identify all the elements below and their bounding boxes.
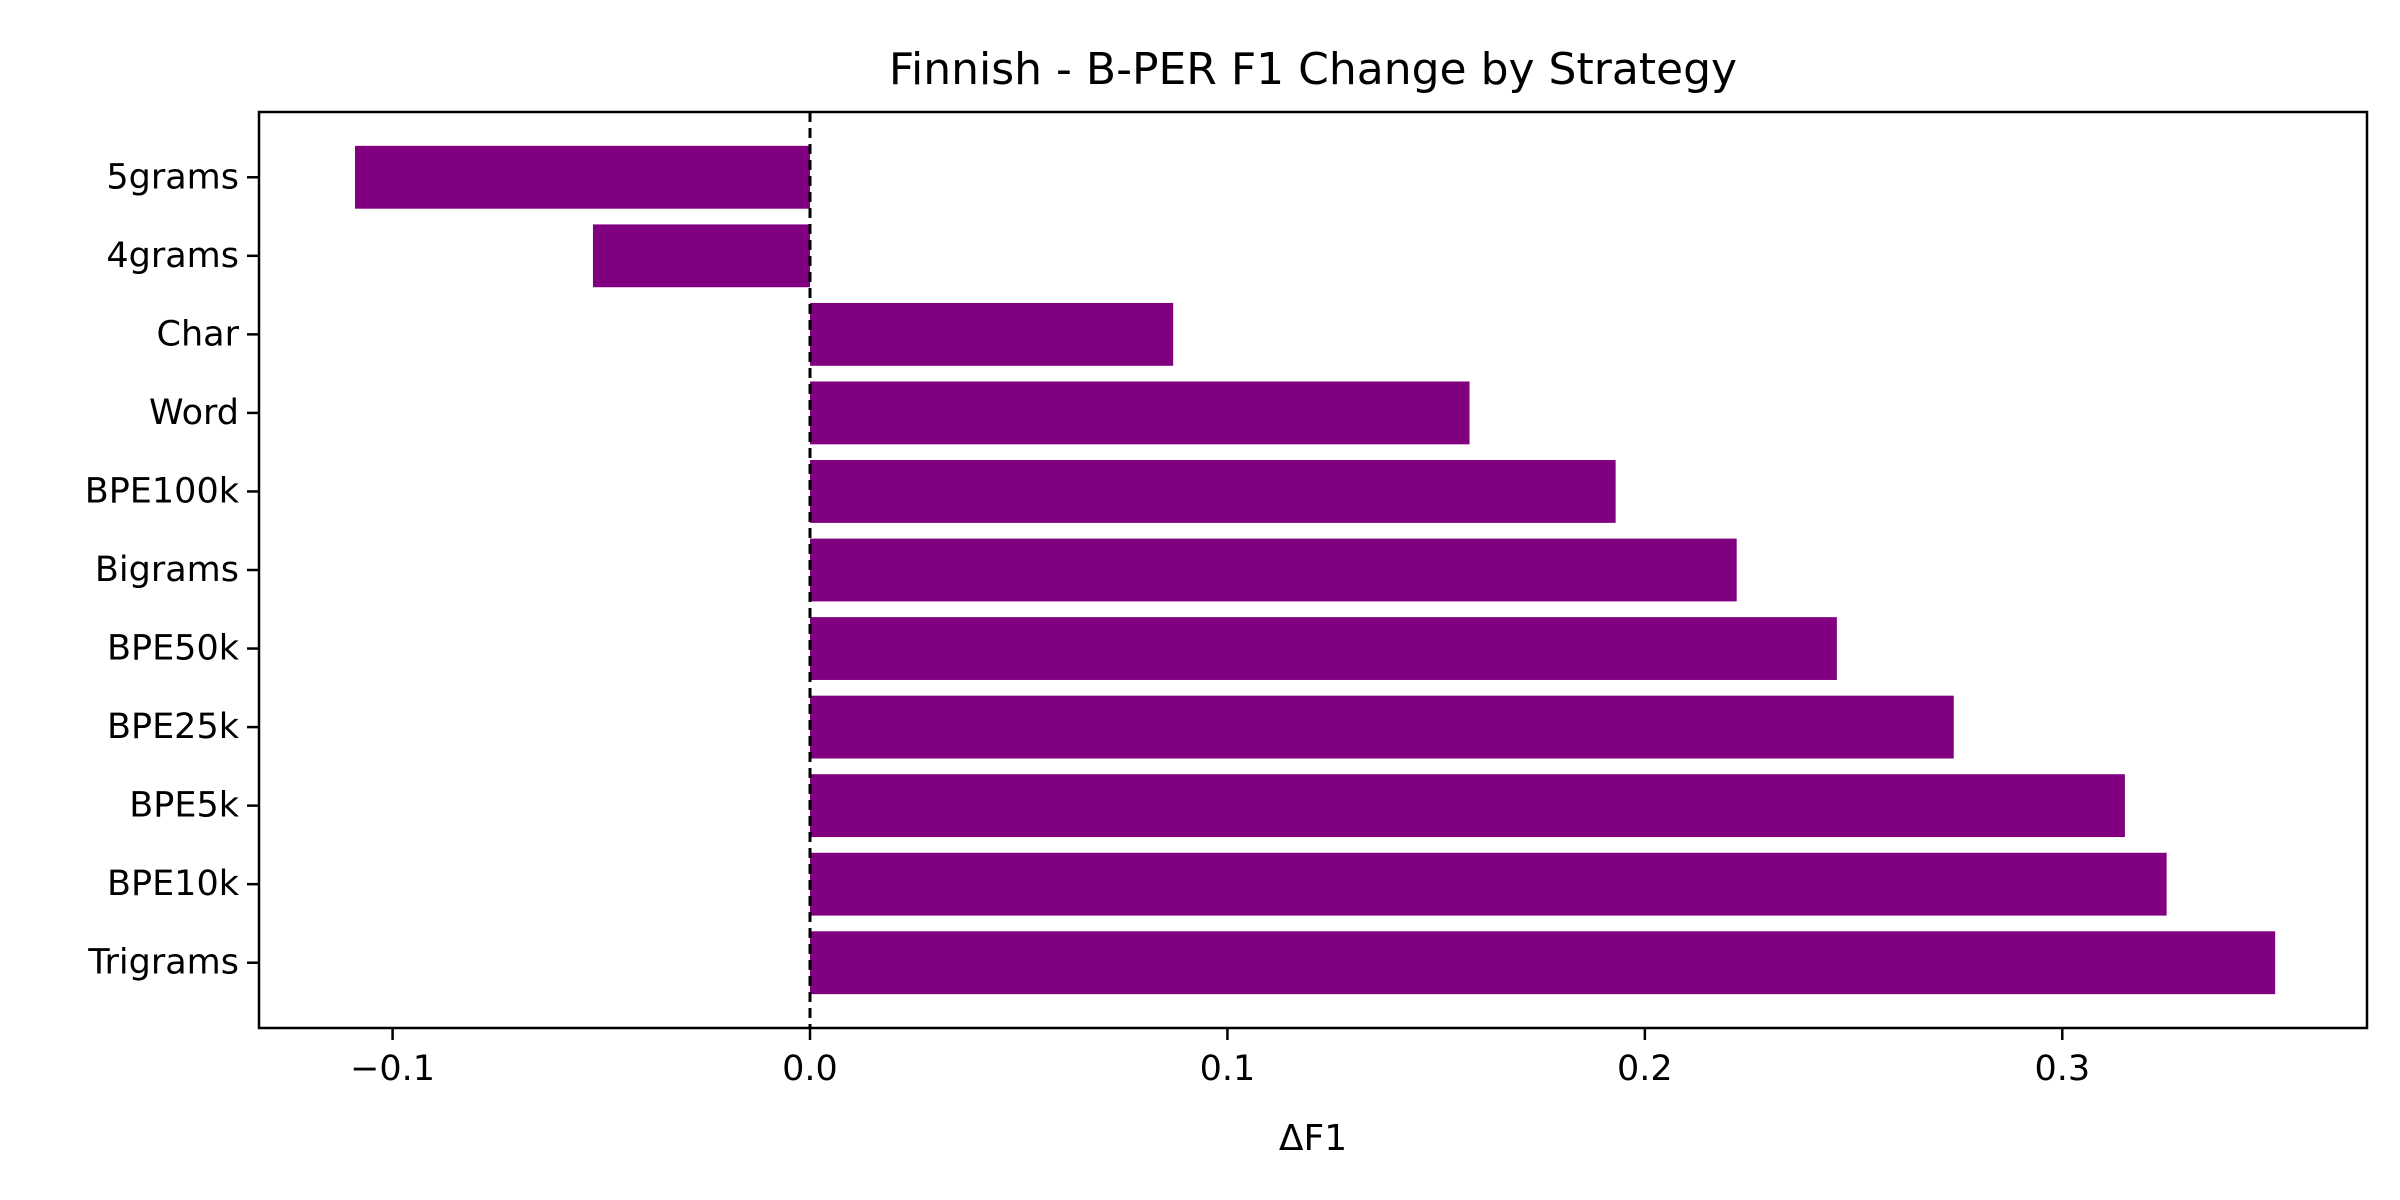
y-tick-label: Bigrams	[95, 550, 239, 590]
bar-5grams	[355, 145, 811, 209]
y-axis: 5grams 4grams Char Word BPE100k Bigrams BPE50k…	[85, 157, 259, 983]
bar-bpe25k	[810, 695, 1954, 759]
x-axis-title: ΔF1	[1279, 1118, 1347, 1159]
bar-bigrams	[810, 538, 1737, 602]
bar-bpe50k	[810, 617, 1837, 680]
bar-bpe100k	[810, 460, 1616, 523]
bar-trigrams	[810, 931, 2276, 995]
x-tick-label: 0.1	[1200, 1049, 1256, 1089]
y-tick-label: Trigrams	[87, 943, 239, 983]
y-tick-label: Word	[149, 393, 239, 433]
x-tick-label: 0.0	[782, 1049, 838, 1089]
bar-bpe5k	[810, 774, 2125, 838]
bar-char	[810, 302, 1174, 366]
chart-title: Finnish - B-PER F1 Change by Strategy	[889, 44, 1737, 95]
x-tick-label: 0.2	[1617, 1049, 1673, 1089]
bar-word	[810, 381, 1470, 445]
y-tick-label: BPE10k	[107, 864, 240, 904]
y-tick-label: BPE25k	[107, 707, 240, 747]
bar-4grams	[592, 224, 811, 288]
y-tick-label: BPE5k	[129, 786, 239, 826]
bar-bpe10k	[810, 852, 2167, 916]
y-tick-label: BPE100k	[85, 471, 240, 511]
y-tick-label: 4grams	[106, 236, 239, 276]
y-tick-label: Char	[157, 314, 240, 354]
bars-group	[355, 145, 2276, 995]
y-tick-label: BPE50k	[107, 629, 240, 669]
x-axis: −0.1 0.0 0.1 0.2 0.3	[350, 1028, 2090, 1089]
x-tick-label: −0.1	[350, 1049, 435, 1089]
y-tick-label: 5grams	[106, 157, 239, 197]
x-tick-label: 0.3	[2034, 1049, 2090, 1089]
